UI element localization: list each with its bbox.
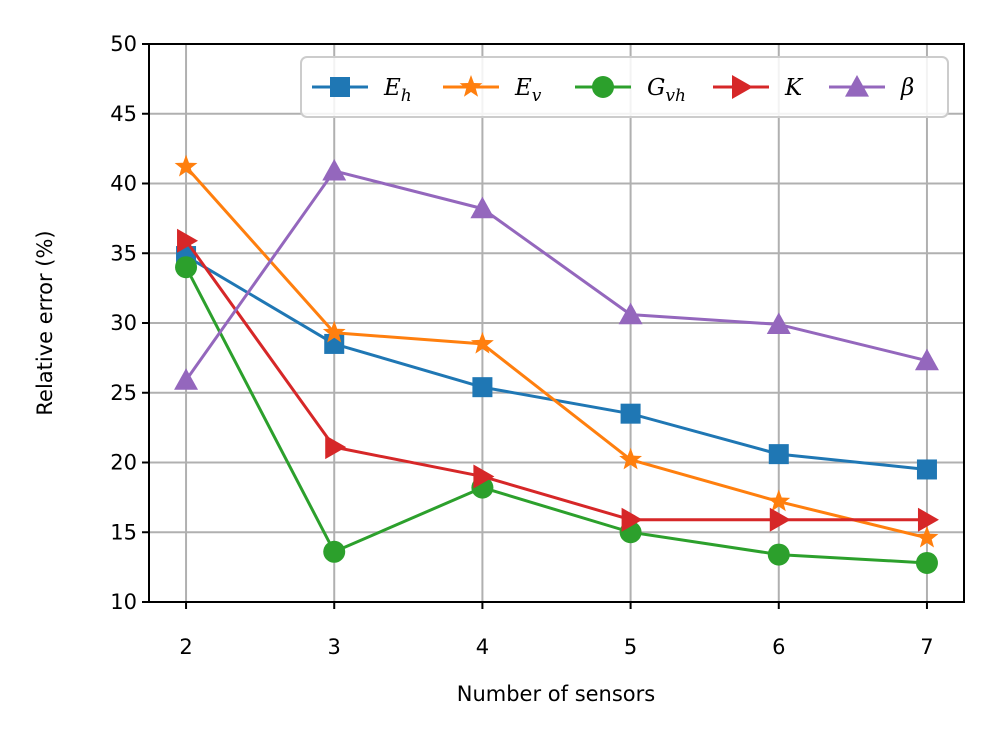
data-point	[621, 507, 643, 532]
legend-entry: Ev	[443, 75, 542, 106]
data-point	[914, 348, 939, 371]
y-tick-label: 10	[110, 590, 137, 614]
y-tick-label: 45	[110, 102, 137, 126]
data-point	[177, 228, 199, 253]
x-tick-label: 4	[476, 635, 489, 659]
x-axis: 2 3 4 5 6 7	[179, 602, 934, 659]
y-tick-label: 25	[110, 381, 137, 405]
legend-marker	[592, 76, 614, 98]
x-axis-label: Number of sensors	[457, 682, 656, 706]
data-point	[322, 320, 346, 343]
y-tick-label: 15	[110, 520, 137, 544]
legend-entry: Gvh	[575, 75, 686, 106]
data-point	[766, 312, 791, 334]
y-tick-label: 40	[110, 172, 137, 196]
data-point	[767, 489, 791, 512]
series-4	[177, 228, 939, 532]
data-point	[322, 158, 347, 181]
x-tick-label: 6	[772, 635, 785, 659]
series-layer	[174, 154, 939, 574]
x-tick-label: 3	[328, 635, 341, 659]
legend-label: Eh	[383, 75, 412, 106]
legend-marker	[459, 75, 483, 97]
data-point	[175, 256, 198, 279]
series-line	[184, 165, 928, 540]
data-point	[915, 525, 939, 548]
legend-label: Ev	[514, 75, 542, 106]
series-line	[185, 254, 928, 471]
legend-entry: K	[713, 75, 804, 101]
legend-marker	[732, 75, 753, 99]
y-axis: 10 15 20 25 30 35 40 45 50	[110, 32, 149, 614]
data-point	[768, 444, 789, 465]
series-line	[184, 239, 927, 522]
series-3	[175, 256, 938, 574]
data-point	[325, 435, 347, 460]
data-point	[472, 377, 493, 398]
data-point	[917, 507, 939, 532]
legend-entry: β	[829, 75, 914, 101]
y-tick-label: 30	[110, 311, 137, 335]
data-point	[174, 368, 199, 390]
legend-marker	[845, 75, 869, 97]
data-point	[915, 551, 938, 574]
data-point	[767, 543, 790, 566]
legend-marker	[330, 77, 350, 97]
y-tick-label: 20	[110, 451, 137, 475]
series-1	[176, 246, 937, 480]
legend-label: K	[784, 75, 804, 101]
legend-label: β	[900, 75, 914, 101]
legend-label: Gvh	[647, 75, 686, 106]
data-point	[471, 331, 494, 354]
series-2	[174, 154, 939, 548]
x-tick-label: 7	[920, 635, 933, 659]
data-point	[619, 447, 642, 470]
data-point	[620, 403, 641, 424]
series-line	[184, 169, 928, 382]
y-tick-label: 50	[110, 32, 137, 56]
x-tick-label: 5	[624, 635, 637, 659]
series-line	[184, 266, 928, 565]
legend-entry: Eh	[312, 75, 412, 106]
data-point	[916, 459, 937, 480]
data-point	[323, 540, 346, 563]
data-point	[769, 507, 791, 532]
data-point	[470, 196, 495, 219]
y-tick-label: 35	[110, 241, 137, 265]
x-tick-label: 2	[179, 635, 192, 659]
data-point	[618, 302, 643, 325]
data-point	[473, 464, 495, 489]
data-point	[174, 154, 198, 177]
y-axis-label: Relative error (%)	[33, 230, 57, 415]
series-5	[174, 158, 939, 390]
